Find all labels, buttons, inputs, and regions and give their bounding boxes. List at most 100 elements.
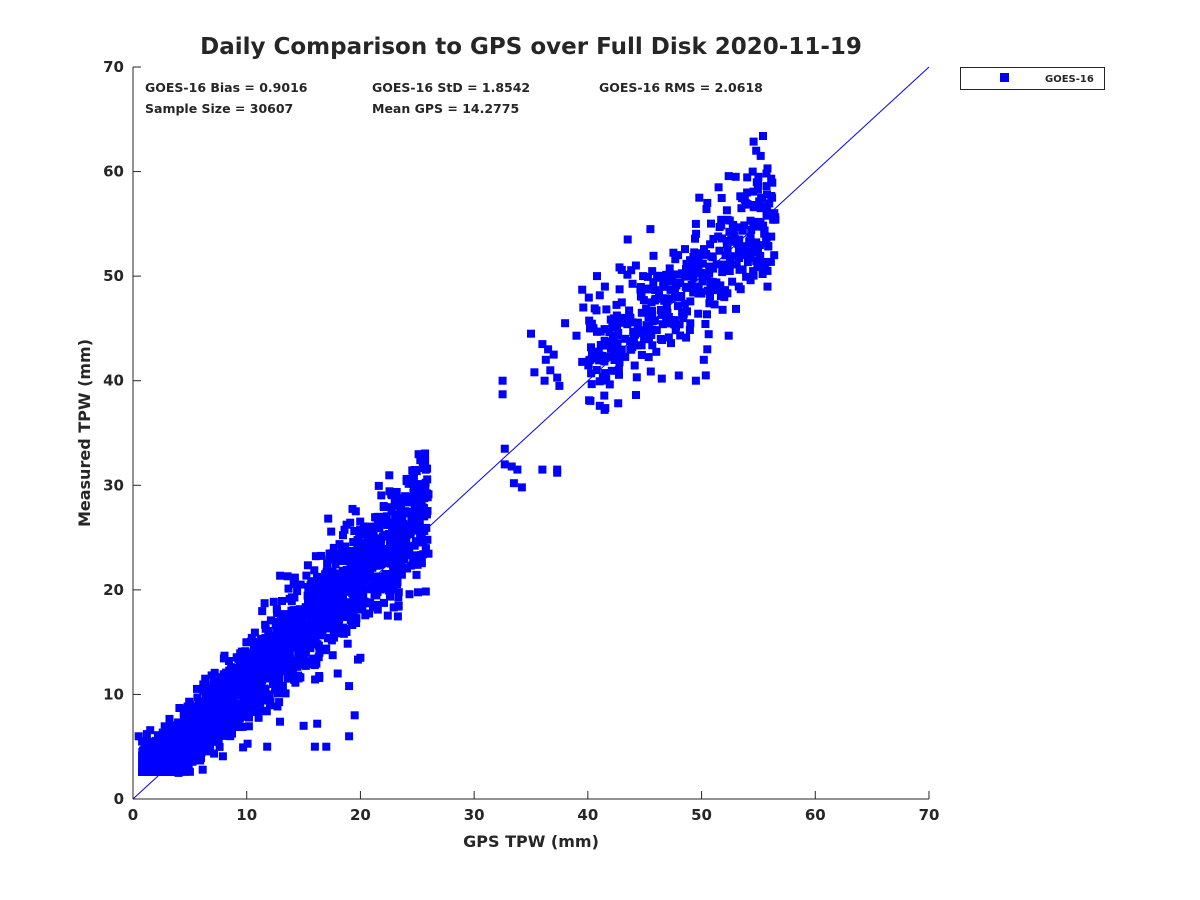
data-point bbox=[743, 173, 752, 182]
data-point bbox=[335, 584, 344, 593]
data-point bbox=[685, 326, 694, 334]
data-point bbox=[613, 339, 622, 348]
data-point bbox=[214, 701, 223, 710]
data-point bbox=[696, 249, 705, 258]
data-point bbox=[585, 316, 594, 325]
data-point bbox=[143, 767, 152, 776]
data-point bbox=[609, 334, 618, 343]
data-point bbox=[753, 248, 761, 257]
data-point bbox=[767, 174, 776, 183]
data-point bbox=[692, 229, 701, 238]
data-point bbox=[372, 591, 381, 600]
data-point bbox=[210, 715, 219, 724]
data-point bbox=[359, 591, 368, 600]
data-point bbox=[207, 689, 216, 698]
data-point bbox=[639, 272, 648, 281]
data-point bbox=[674, 251, 683, 260]
data-point bbox=[270, 639, 279, 648]
data-point bbox=[419, 537, 428, 546]
data-point bbox=[290, 642, 299, 651]
data-point bbox=[718, 260, 727, 269]
data-point bbox=[400, 549, 409, 558]
data-point bbox=[180, 755, 189, 764]
data-point bbox=[667, 339, 675, 348]
data-point bbox=[270, 652, 279, 661]
data-point bbox=[303, 591, 312, 600]
data-point bbox=[572, 331, 581, 340]
data-point bbox=[527, 329, 535, 338]
data-point bbox=[235, 723, 244, 731]
data-point bbox=[681, 282, 690, 291]
data-point bbox=[749, 203, 758, 212]
data-point bbox=[715, 285, 724, 294]
data-point bbox=[164, 722, 173, 731]
data-point bbox=[717, 215, 726, 224]
data-point bbox=[350, 711, 359, 720]
data-point bbox=[657, 294, 666, 303]
data-point bbox=[701, 371, 710, 380]
data-point bbox=[421, 587, 430, 596]
data-point bbox=[302, 571, 311, 580]
data-point bbox=[617, 265, 626, 274]
data-point bbox=[345, 732, 354, 741]
data-point bbox=[402, 539, 411, 548]
data-point bbox=[394, 601, 403, 610]
data-point bbox=[642, 304, 651, 313]
data-point bbox=[387, 533, 396, 542]
data-point bbox=[578, 285, 587, 294]
stat-mean-gps: Mean GPS = 14.2775 bbox=[372, 101, 519, 116]
data-point bbox=[763, 282, 772, 291]
data-point bbox=[348, 582, 357, 591]
data-point bbox=[669, 248, 678, 257]
data-point bbox=[498, 390, 507, 399]
data-point bbox=[179, 710, 188, 718]
data-point bbox=[349, 577, 358, 586]
data-point bbox=[235, 663, 244, 672]
data-point bbox=[384, 559, 393, 567]
data-point bbox=[397, 558, 406, 566]
data-point bbox=[638, 329, 647, 337]
data-point bbox=[372, 572, 381, 581]
data-point bbox=[709, 264, 718, 273]
data-point bbox=[314, 641, 323, 650]
data-point bbox=[215, 706, 224, 715]
data-point bbox=[707, 219, 715, 228]
data-point bbox=[540, 376, 549, 385]
data-point bbox=[204, 712, 213, 721]
data-point bbox=[202, 703, 211, 712]
data-point bbox=[199, 686, 208, 695]
data-point bbox=[667, 294, 676, 303]
data-point bbox=[749, 137, 758, 146]
data-point bbox=[740, 221, 749, 230]
data-point bbox=[376, 542, 385, 551]
data-point bbox=[338, 566, 347, 575]
data-point bbox=[209, 678, 218, 686]
data-point bbox=[162, 738, 170, 747]
data-point bbox=[247, 637, 255, 646]
data-point bbox=[385, 471, 394, 480]
data-point bbox=[383, 521, 392, 529]
data-point bbox=[225, 657, 233, 665]
data-point bbox=[271, 620, 280, 629]
data-point bbox=[696, 288, 705, 297]
data-point bbox=[312, 590, 321, 598]
data-point bbox=[637, 341, 646, 350]
data-point bbox=[350, 595, 359, 604]
data-point bbox=[762, 238, 771, 247]
data-point bbox=[275, 646, 284, 655]
data-point bbox=[251, 650, 259, 659]
data-point bbox=[220, 671, 229, 680]
data-point bbox=[206, 742, 215, 751]
data-point bbox=[362, 573, 371, 582]
data-point bbox=[755, 241, 764, 250]
data-point bbox=[615, 354, 624, 363]
data-point bbox=[743, 200, 752, 209]
data-point bbox=[652, 326, 661, 335]
data-point bbox=[735, 254, 744, 262]
data-point bbox=[731, 172, 740, 181]
x-tick-label: 30 bbox=[464, 806, 485, 824]
data-point bbox=[245, 655, 254, 663]
data-point bbox=[236, 649, 245, 658]
data-point bbox=[628, 318, 637, 327]
data-point bbox=[374, 559, 383, 568]
